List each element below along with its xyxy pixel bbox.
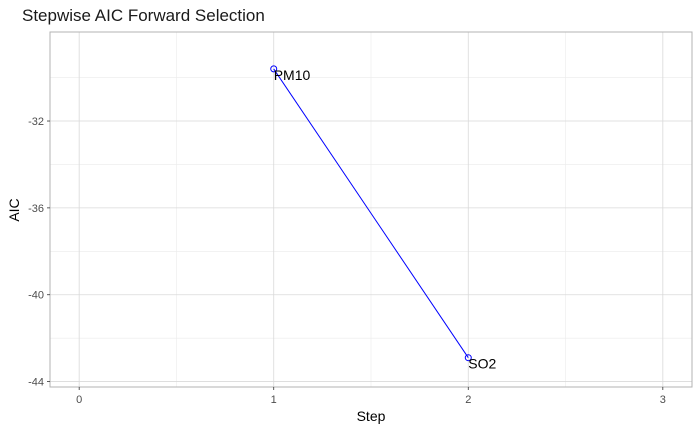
data-point-label: PM10 bbox=[274, 67, 311, 83]
series-line bbox=[273, 68, 469, 358]
x-tick-label: 2 bbox=[465, 394, 471, 406]
y-tick-label: -36 bbox=[28, 203, 44, 215]
x-axis-title: Step bbox=[357, 408, 386, 424]
y-tick-label: -40 bbox=[28, 290, 44, 302]
chart-title: Stepwise AIC Forward Selection bbox=[22, 6, 265, 25]
y-tick-label: -44 bbox=[28, 377, 44, 389]
data-point-label: SO2 bbox=[468, 356, 496, 372]
x-axis-ticks: 0 1 2 3 bbox=[76, 387, 666, 406]
data-point bbox=[270, 65, 278, 73]
x-tick-label: 1 bbox=[271, 394, 277, 406]
y-axis-title: AIC bbox=[6, 198, 22, 221]
x-tick-label: 3 bbox=[660, 394, 666, 406]
plot-panel-border bbox=[49, 31, 693, 388]
y-tick-label: -32 bbox=[28, 116, 44, 128]
grid-major-lines bbox=[50, 32, 692, 387]
series-layer: PM10 SO2 bbox=[270, 65, 497, 372]
grid-minor-lines bbox=[50, 32, 692, 387]
data-point bbox=[464, 354, 472, 362]
y-axis-ticks: -44 -40 -36 -32 bbox=[28, 116, 50, 389]
x-tick-label: 0 bbox=[76, 394, 82, 406]
